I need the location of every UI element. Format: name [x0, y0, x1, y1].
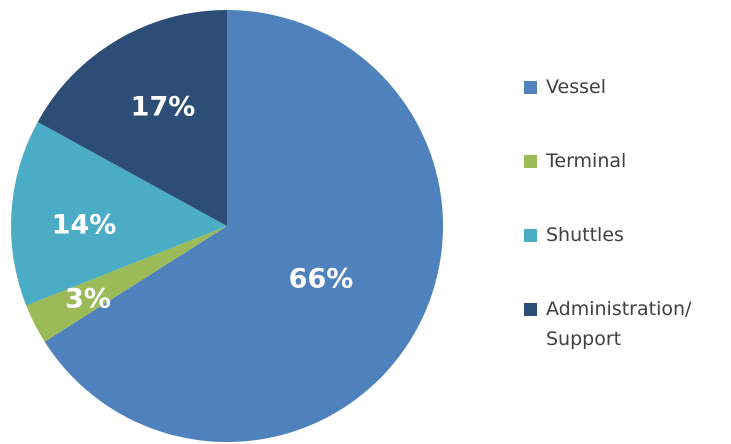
legend-swatch	[524, 229, 537, 242]
legend-item-administration-support: Administration/ Support	[524, 294, 724, 354]
pie-slice-vessel	[44, 10, 444, 442]
legend-label: Terminal	[546, 150, 627, 172]
data-label-vessel: 66%	[289, 264, 354, 295]
legend-swatch	[524, 81, 537, 94]
legend-swatch	[524, 155, 537, 168]
legend-item-vessel: Vessel	[524, 72, 724, 102]
legend-item-terminal: Terminal	[524, 146, 724, 176]
data-label-shuttles: 14%	[52, 210, 117, 241]
legend-label: Shuttles	[546, 224, 624, 246]
pie-chart: 66% 3% 14% 17%	[11, 10, 444, 442]
legend-label: Administration/ Support	[546, 298, 692, 350]
legend-item-shuttles: Shuttles	[524, 220, 724, 250]
legend-label: Vessel	[546, 76, 606, 98]
pie-slice-terminal	[26, 226, 228, 342]
pie-slice-shuttles	[11, 121, 227, 306]
data-label-administration-support: 17%	[131, 92, 196, 123]
data-label-terminal: 3%	[65, 284, 111, 315]
legend-swatch	[524, 303, 537, 316]
pie-slice-administration-support	[37, 10, 227, 226]
chart-legend: Vessel Terminal Shuttles Administration/ Su…	[524, 72, 724, 398]
